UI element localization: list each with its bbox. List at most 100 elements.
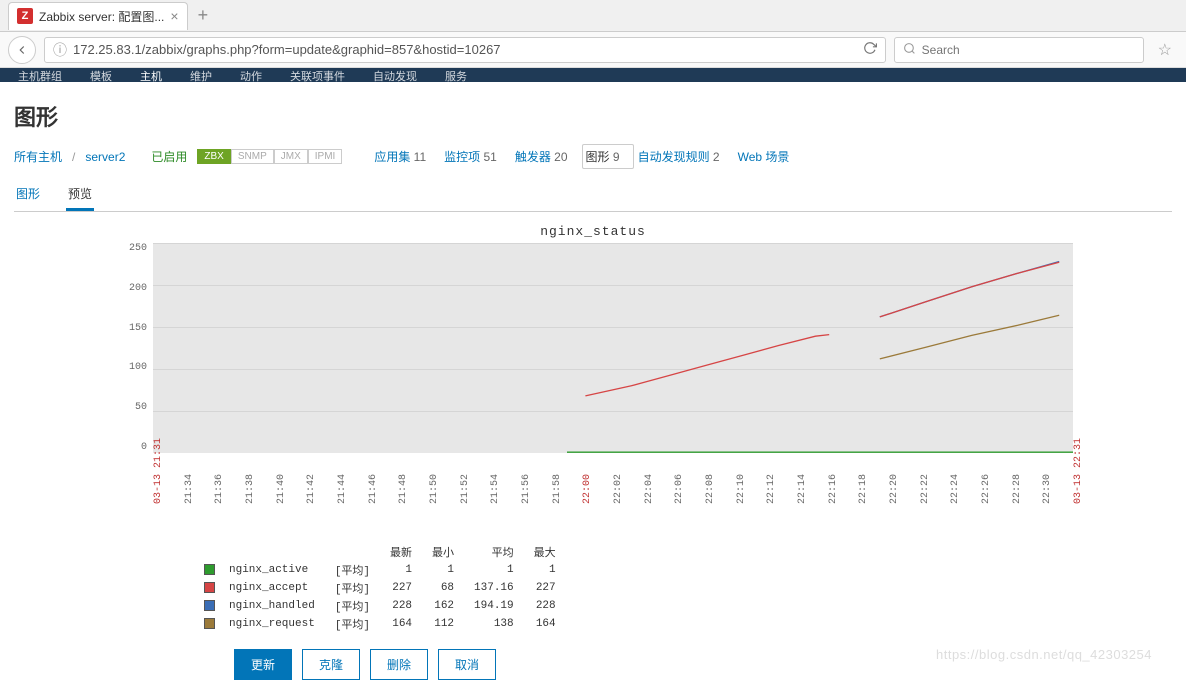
legend: 最新最小平均最大nginx_active[平均]1111nginx_accept… — [14, 543, 1172, 633]
y-tick: 250 — [129, 243, 147, 254]
legend-name: nginx_active — [225, 561, 325, 579]
nav-item[interactable]: 维护 — [186, 68, 216, 82]
host-tab[interactable]: 监控项 51 — [444, 148, 497, 165]
legend-name: nginx_accept — [225, 579, 325, 597]
host-tab[interactable]: Web 场景 — [738, 148, 790, 165]
url-text: 172.25.83.1/zabbix/graphs.php?form=updat… — [73, 42, 857, 57]
form-tab[interactable]: 预览 — [66, 179, 94, 211]
nav-item[interactable]: 模板 — [86, 68, 116, 82]
x-tick: 21:44 — [337, 474, 348, 504]
nav-item[interactable]: 服务 — [441, 68, 471, 82]
x-tick: 21:58 — [552, 474, 563, 504]
page-title: 图形 — [14, 100, 1172, 132]
x-tick: 22:18 — [858, 474, 869, 504]
new-tab-button[interactable]: + — [192, 5, 215, 26]
series-line — [880, 315, 1059, 359]
legend-row: nginx_active[平均]1111 — [194, 561, 566, 579]
x-tick: 22:24 — [950, 474, 961, 504]
legend-latest: 227 — [380, 579, 422, 597]
nav-item[interactable]: 自动发现 — [369, 68, 421, 82]
host-tab[interactable]: 自动发现规则 2 — [638, 148, 720, 165]
legend-name: nginx_handled — [225, 597, 325, 615]
cancel-button[interactable]: 取消 — [438, 649, 496, 680]
bc-all-hosts[interactable]: 所有主机 — [14, 148, 62, 165]
interface-badge: SNMP — [231, 149, 274, 164]
x-tick: 22:22 — [920, 474, 931, 504]
x-tick: 22:10 — [736, 474, 747, 504]
nav-item[interactable]: 主机 — [136, 68, 166, 82]
nav-item[interactable]: 主机群组 — [14, 68, 66, 82]
page-content: 图形 所有主机 / server2 已启用 ZBXSNMPJMXIPMI 应用集… — [0, 82, 1186, 698]
x-tick: 03-13 21:31 — [153, 438, 164, 504]
delete-button[interactable]: 删除 — [370, 649, 428, 680]
series-line — [585, 335, 829, 396]
legend-row: nginx_accept[平均]22768137.16227 — [194, 579, 566, 597]
legend-min: 162 — [422, 597, 464, 615]
nav-item[interactable]: 关联项事件 — [286, 68, 349, 82]
browser-toolbar: ⓘ 172.25.83.1/zabbix/graphs.php?form=upd… — [0, 32, 1186, 68]
x-tick: 21:56 — [521, 474, 532, 504]
address-bar[interactable]: ⓘ 172.25.83.1/zabbix/graphs.php?form=upd… — [44, 37, 886, 63]
back-button[interactable] — [8, 36, 36, 64]
y-tick: 100 — [129, 362, 147, 373]
host-tab[interactable]: 应用集 11 — [374, 148, 426, 165]
browser-tabs: Z Zabbix server: 配置图... × + — [0, 0, 1186, 32]
search-box[interactable] — [894, 37, 1144, 63]
legend-row: nginx_request[平均]164112138164 — [194, 615, 566, 633]
form-tab[interactable]: 图形 — [14, 179, 42, 211]
search-icon — [903, 42, 916, 58]
clone-button[interactable]: 克隆 — [302, 649, 360, 680]
bookmark-icon[interactable]: ☆ — [1152, 40, 1178, 60]
close-tab-icon[interactable]: × — [170, 8, 178, 24]
x-tick: 21:52 — [460, 474, 471, 504]
x-tick: 21:46 — [368, 474, 379, 504]
x-tick: 21:36 — [214, 474, 225, 504]
interface-badge: ZBX — [197, 149, 230, 164]
tab-title: Zabbix server: 配置图... — [39, 8, 164, 25]
x-tick: 22:04 — [644, 474, 655, 504]
legend-type: [平均] — [325, 615, 380, 633]
x-tick: 22:20 — [889, 474, 900, 504]
legend-name: nginx_request — [225, 615, 325, 633]
y-tick: 200 — [129, 283, 147, 294]
search-input[interactable] — [922, 43, 1135, 57]
legend-header: 最大 — [524, 543, 566, 561]
update-button[interactable]: 更新 — [234, 649, 292, 680]
x-tick: 21:50 — [429, 474, 440, 504]
legend-min: 112 — [422, 615, 464, 633]
watermark: https://blog.csdn.net/qq_42303254 — [936, 647, 1152, 662]
chart-container: nginx_status 250200150100500 03-13 21:31… — [113, 224, 1073, 533]
browser-tab[interactable]: Z Zabbix server: 配置图... × — [8, 2, 188, 30]
legend-max: 227 — [524, 579, 566, 597]
x-axis: 03-13 21:3121:3421:3621:3821:4021:4221:4… — [153, 458, 1073, 528]
legend-latest: 1 — [380, 561, 422, 579]
x-tick: 22:30 — [1042, 474, 1053, 504]
legend-swatch — [204, 564, 215, 575]
host-tab[interactable]: 图形 9 — [586, 148, 620, 165]
plot-svg — [153, 243, 1073, 453]
legend-type: [平均] — [325, 561, 380, 579]
x-tick: 22:00 — [582, 474, 593, 504]
reload-icon[interactable] — [863, 41, 877, 58]
y-tick: 150 — [129, 323, 147, 334]
legend-avg: 1 — [464, 561, 524, 579]
x-tick: 22:28 — [1012, 474, 1023, 504]
legend-header: 最小 — [422, 543, 464, 561]
x-tick: 22:06 — [674, 474, 685, 504]
legend-latest: 164 — [380, 615, 422, 633]
legend-max: 228 — [524, 597, 566, 615]
interface-badge: JMX — [274, 149, 308, 164]
x-tick: 22:16 — [828, 474, 839, 504]
legend-type: [平均] — [325, 579, 380, 597]
y-tick: 50 — [135, 402, 147, 413]
info-icon: ⓘ — [53, 40, 67, 60]
y-axis: 250200150100500 — [113, 243, 153, 453]
host-tab[interactable]: 触发器 20 — [515, 148, 568, 165]
zabbix-nav: 主机群组 模板 主机 维护 动作 关联项事件 自动发现 服务 — [0, 68, 1186, 82]
zabbix-favicon: Z — [17, 8, 33, 24]
legend-swatch — [204, 618, 215, 629]
nav-item[interactable]: 动作 — [236, 68, 266, 82]
bc-host[interactable]: server2 — [85, 150, 125, 164]
form-tabs: 图形预览 — [14, 179, 1172, 212]
x-tick: 21:42 — [306, 474, 317, 504]
